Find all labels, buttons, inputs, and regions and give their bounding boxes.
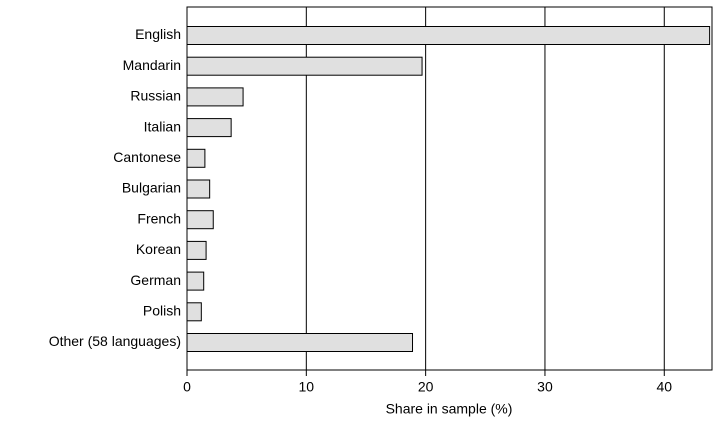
x-tick-label: 30 [537, 379, 553, 395]
x-tick-label: 0 [183, 379, 191, 395]
bar [186, 26, 711, 45]
bar [186, 56, 423, 76]
x-tick-label: 40 [656, 379, 672, 395]
y-tick-label: French [137, 210, 181, 226]
y-tick-label: Mandarin [123, 57, 181, 73]
y-tick-label: Polish [143, 303, 181, 319]
bar [186, 210, 214, 230]
y-tick-label: Cantonese [113, 149, 181, 165]
y-tick-label: German [130, 272, 181, 288]
bar [186, 87, 244, 107]
y-tick-label: Other (58 languages) [49, 333, 181, 349]
bar [186, 333, 414, 352]
bar [186, 240, 207, 260]
y-tick-label: Italian [144, 118, 181, 134]
y-tick-label: Bulgarian [122, 180, 181, 196]
y-tick-label: Russian [130, 88, 181, 104]
bar [186, 302, 202, 322]
bar [186, 118, 232, 138]
bar [186, 179, 211, 199]
bar [186, 271, 205, 291]
x-axis-label: Share in sample (%) [386, 401, 513, 417]
y-tick-label: English [135, 26, 181, 42]
x-tick-label: 20 [418, 379, 434, 395]
x-tick-label: 10 [299, 379, 315, 395]
y-tick-label: Korean [136, 241, 181, 257]
bar [186, 148, 206, 168]
